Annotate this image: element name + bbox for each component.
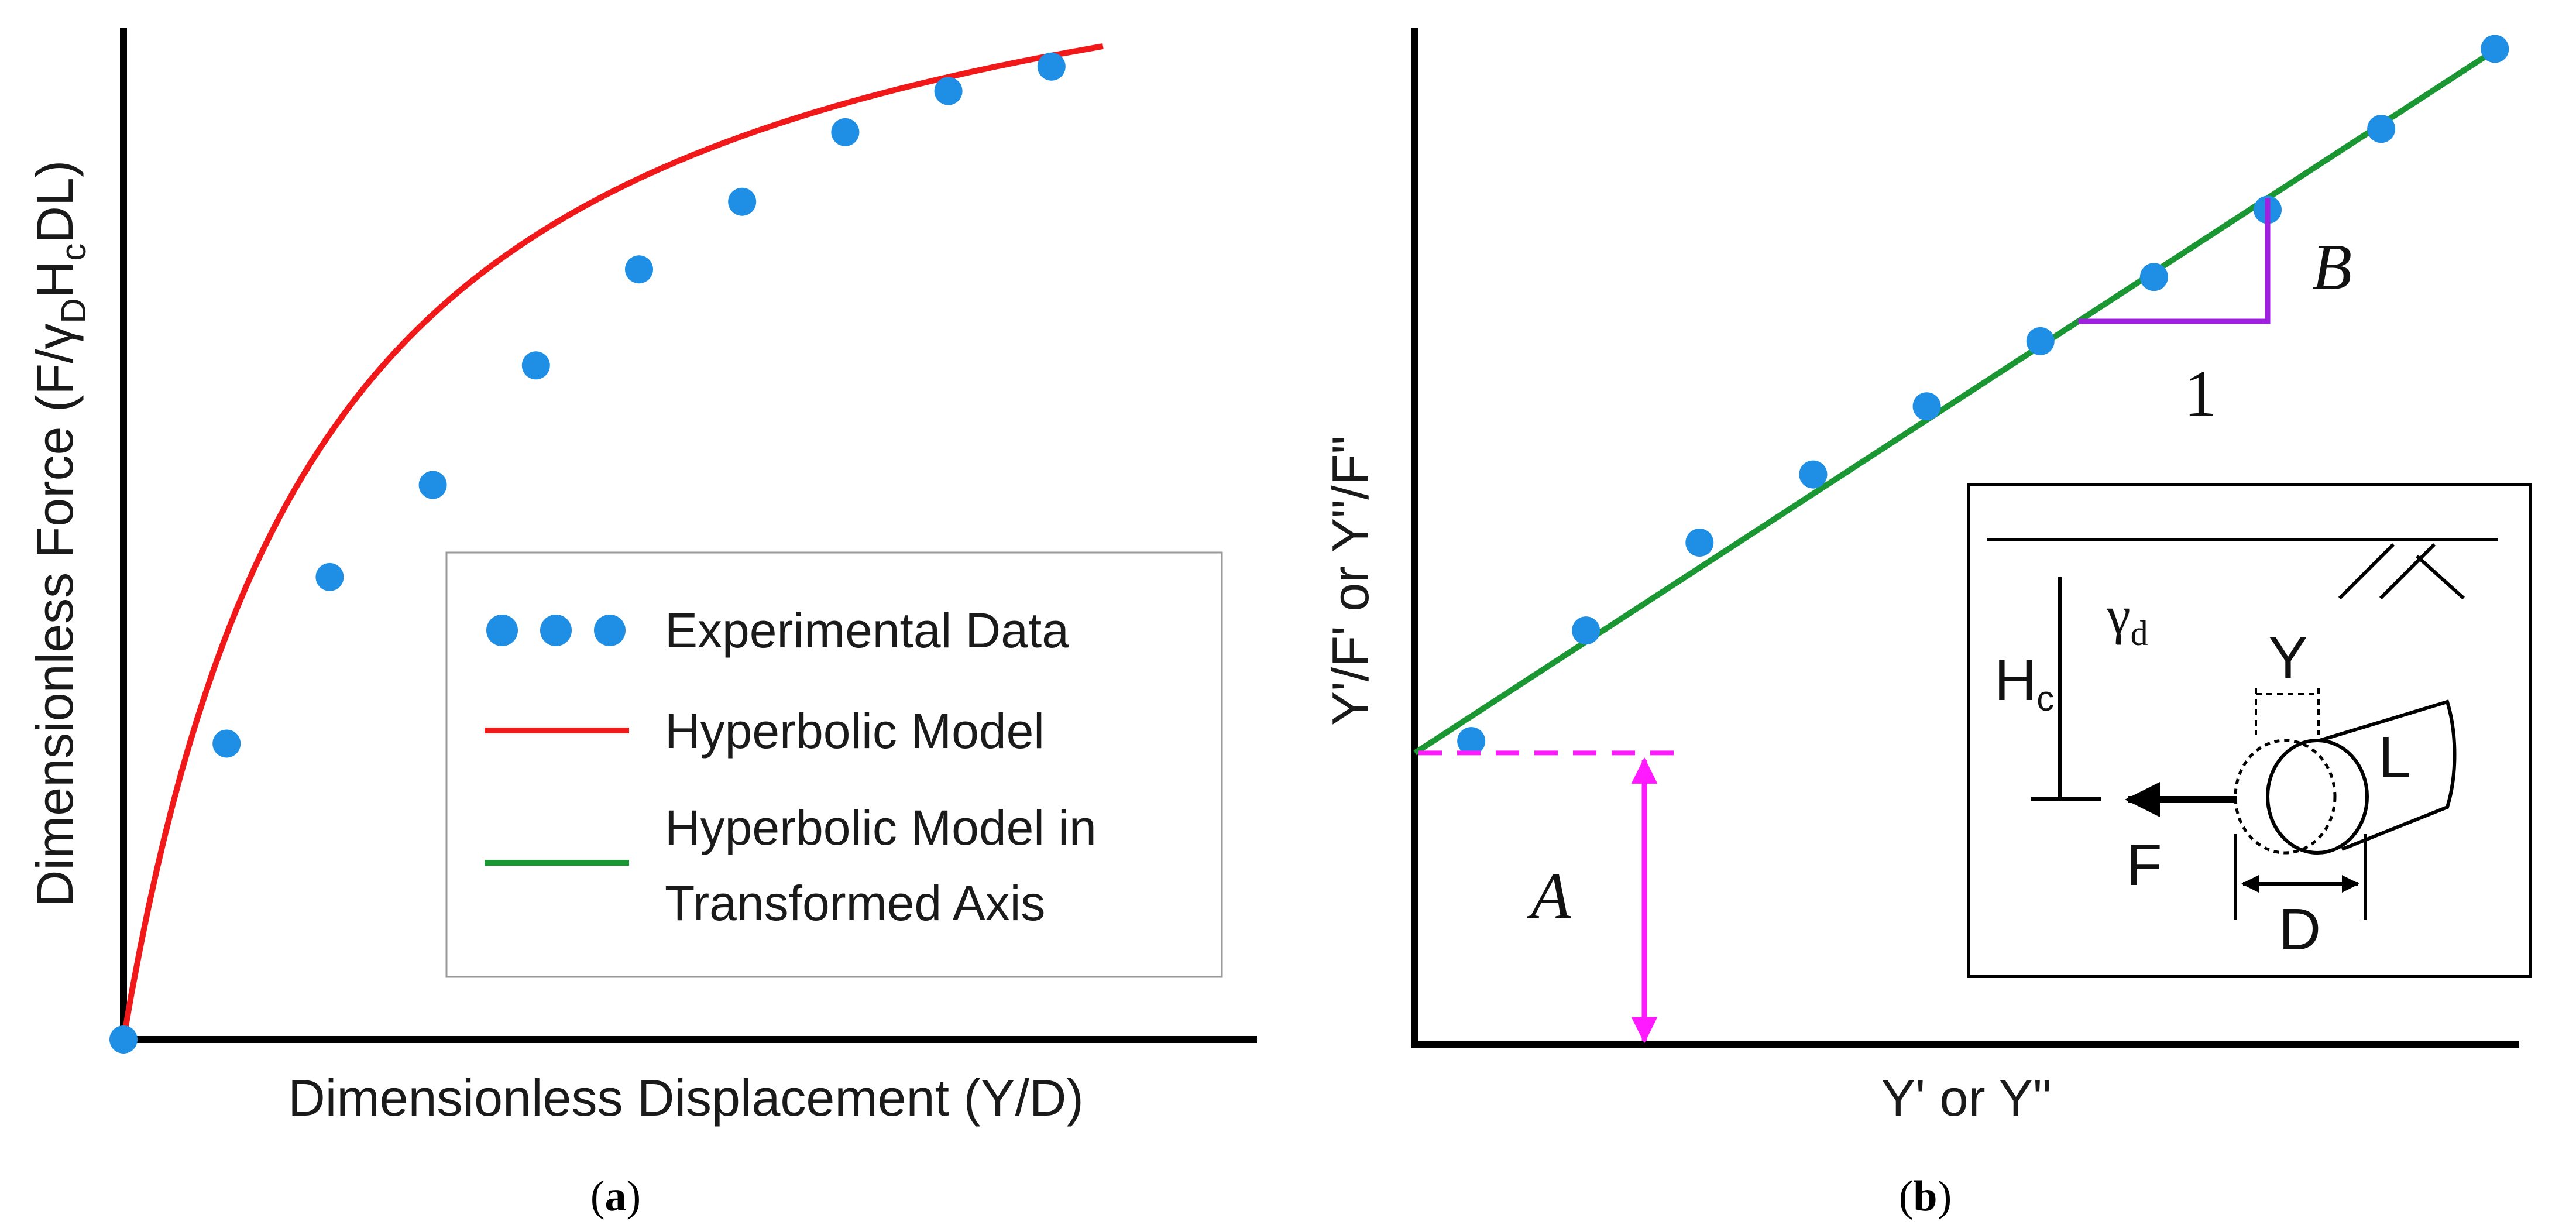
data-point — [212, 729, 241, 758]
legend-label-transformed-1: Hyperbolic Model in — [665, 800, 1097, 855]
data-point — [1037, 52, 1066, 81]
data-point — [2481, 35, 2509, 63]
data-point — [2026, 327, 2055, 355]
data-point — [315, 562, 344, 591]
diameter-label: D — [2279, 897, 2321, 962]
panel-a-caption: (a) — [590, 1172, 641, 1220]
panel-b-caption: (b) — [1899, 1172, 1952, 1220]
data-point — [1457, 727, 1486, 756]
displacement-label: Y — [2269, 625, 2308, 691]
pipe-end-circle — [2266, 739, 2369, 855]
legend-label-transformed-2: Transformed Axis — [665, 876, 1045, 931]
data-point — [418, 471, 447, 499]
data-point — [1912, 392, 1941, 421]
data-point — [831, 118, 860, 146]
data-point — [2139, 263, 2168, 291]
soil-unit-weight-label: γd — [2106, 585, 2148, 653]
legend-box — [445, 551, 1223, 978]
data-point — [1685, 529, 1714, 557]
inset-frame — [1967, 483, 2532, 978]
panel-b-y-axis-label: Y'/F' or Y"/F" — [1321, 435, 1379, 725]
pipe-schematic-inset: Hc γd Y L F D — [1967, 483, 2532, 978]
data-point — [1799, 460, 1828, 489]
data-point — [728, 187, 757, 216]
cover-depth-label: Hc — [1994, 647, 2054, 718]
panel-a-y-axis-label: Dimensionless Force (F/γDHcDL) — [26, 160, 93, 907]
pipe-length-label: L — [2378, 725, 2411, 790]
force-label: F — [2126, 832, 2162, 898]
soil-hatch-icon — [2338, 543, 2465, 600]
panel-a-data-points — [109, 52, 1066, 1054]
data-point — [2367, 115, 2396, 143]
data-point — [109, 1025, 138, 1054]
pipe-body — [2307, 699, 2457, 851]
data-point — [934, 77, 963, 105]
data-point — [521, 351, 550, 380]
data-point — [1572, 616, 1600, 645]
panel-a-chart: Dimensionless Force (F/γDHcDL) Dimension… — [26, 28, 1257, 1220]
panel-a-x-axis-label: Dimensionless Displacement (Y/D) — [288, 1069, 1084, 1127]
legend-label-hyperbolic: Hyperbolic Model — [665, 704, 1045, 759]
pipe-original-position — [2234, 739, 2337, 855]
panel-b-chart: A B 1 Y'/F' or Y"/F" Y' or Y" Hc γd — [1321, 28, 2532, 1220]
slope-run-label: 1 — [2184, 358, 2217, 430]
legend-marker-experimental — [486, 615, 626, 646]
data-point — [625, 255, 653, 284]
slope-triangle — [2078, 198, 2271, 324]
legend: Experimental Data Hyperbolic Model Hyper… — [445, 551, 1223, 978]
hyperbolic-model-curve — [121, 43, 1104, 1040]
panel-b-x-axis-label: Y' or Y" — [1881, 1069, 2052, 1127]
legend-label-experimental: Experimental Data — [665, 603, 1069, 658]
slope-rise-label: B — [2312, 231, 2352, 304]
intercept-label: A — [1527, 860, 1571, 932]
